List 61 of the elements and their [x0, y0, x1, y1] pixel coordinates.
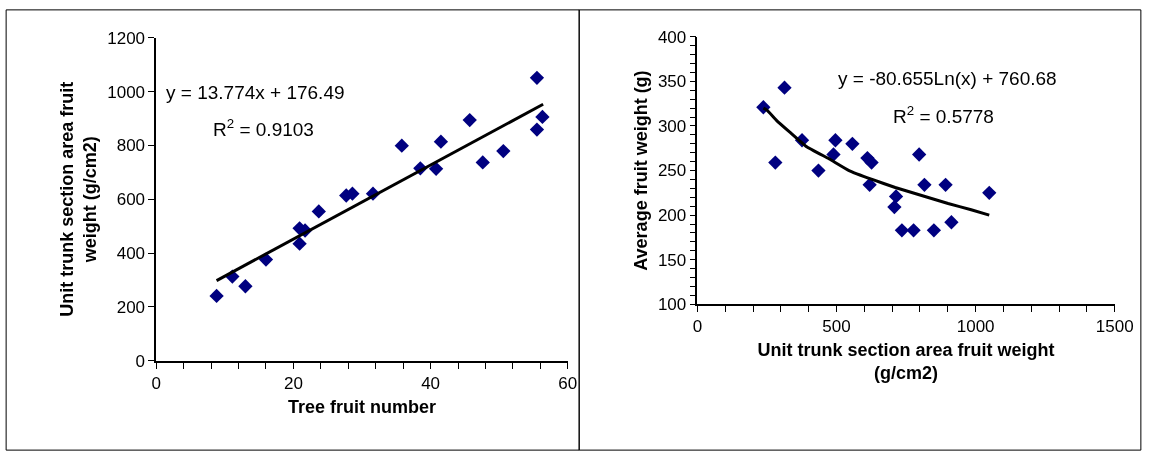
y-tick-label: 600 [116, 190, 146, 210]
point [887, 199, 902, 215]
x-tick-label: 1000 [956, 317, 995, 337]
point [982, 185, 997, 200]
y-tick-label: 200 [116, 297, 146, 317]
annotation: y = 13.774x + 176.49 [166, 82, 345, 103]
point [911, 147, 927, 162]
x-axis-title: Tree fruit number [288, 396, 437, 417]
point [462, 112, 477, 128]
point [209, 288, 224, 304]
point [862, 177, 877, 192]
point [292, 236, 307, 251]
y-tick-label: 1200 [107, 28, 146, 48]
point [917, 177, 932, 192]
y-tick-label: 350 [657, 72, 687, 92]
point [926, 223, 942, 238]
x-tick-label: 40 [421, 373, 441, 393]
point [433, 134, 449, 149]
point [777, 80, 792, 95]
y-tick-label: 400 [657, 27, 687, 47]
x-tick-label: 1500 [1095, 317, 1134, 337]
y-tick-label: 250 [657, 161, 687, 181]
y-tick-label: 150 [657, 250, 687, 270]
point [529, 122, 545, 137]
x-tick-label: 500 [822, 317, 851, 337]
x-axis-title: Unit trunk section area fruit weight (g/cm2) [757, 340, 1055, 384]
x-tick-label: 20 [283, 373, 303, 393]
y-tick-label: 300 [657, 116, 687, 136]
y-tick-label: 800 [116, 136, 146, 156]
point [894, 223, 910, 238]
point [394, 138, 409, 153]
point [496, 143, 511, 159]
annotation: y = -80.655Ln(x) + 760.68 [838, 68, 1057, 89]
point [428, 161, 444, 177]
point [888, 189, 904, 204]
y-tick-label: 100 [657, 295, 687, 315]
point [864, 155, 879, 170]
point [906, 223, 921, 238]
y-tick-label: 200 [657, 206, 687, 226]
y-tick-label: 0 [135, 351, 146, 371]
point [845, 136, 860, 151]
point [826, 147, 841, 162]
x-tick-label: 0 [151, 373, 161, 393]
annotation: R$^{2}$ = 0.5778 [893, 103, 994, 127]
y-tick-label: 400 [116, 244, 146, 264]
point [475, 155, 490, 170]
annotation: R$^{2}$ = 0.9103 [213, 116, 314, 140]
point [828, 133, 843, 148]
x-tick-label: 0 [692, 317, 703, 337]
y-tick-label: 1000 [107, 82, 146, 102]
y-axis-title: Average fruit weight (g) [630, 70, 651, 271]
point [944, 215, 959, 230]
point [768, 155, 783, 170]
point [238, 279, 253, 294]
y-axis-title: Unit trunk section area fruit weight (g/cm2) [56, 81, 100, 317]
point [535, 109, 550, 125]
point [529, 70, 545, 85]
point [938, 177, 953, 192]
x-tick-label: 60 [558, 373, 578, 393]
point [811, 163, 826, 178]
point [311, 204, 326, 219]
